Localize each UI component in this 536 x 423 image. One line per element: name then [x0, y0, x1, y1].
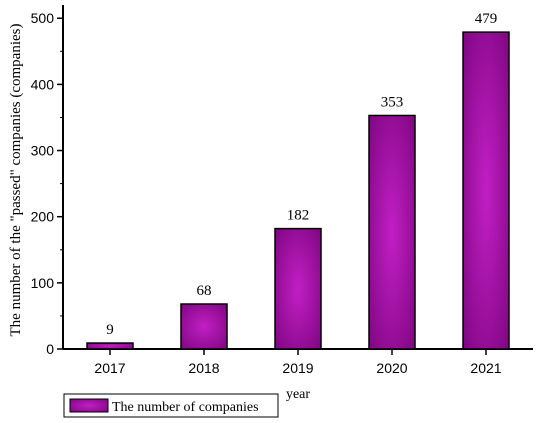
bar-2021 [462, 31, 510, 350]
bars-group [86, 31, 510, 350]
x-tick-label: 2021 [470, 360, 501, 376]
data-label-2018: 68 [197, 283, 212, 299]
y-tick-label: 300 [31, 143, 55, 159]
y-axis-ticks: 0 100 200 300 400 500 [31, 10, 63, 357]
y-tick-label: 0 [46, 341, 54, 357]
bar-2020 [368, 114, 416, 350]
y-axis-label: The number of the "passed" companies (co… [8, 24, 24, 337]
legend-label: The number of companies [112, 400, 259, 415]
data-label-2017: 9 [106, 322, 114, 338]
x-tick-label: 2020 [376, 360, 407, 376]
legend-swatch [69, 398, 109, 413]
x-axis-ticks: 2017 2018 2019 2020 2021 [94, 349, 502, 376]
legend-box [63, 393, 279, 418]
y-tick-label: 200 [31, 209, 55, 225]
x-tick-label: 2018 [188, 360, 219, 376]
legend: The number of companies [63, 393, 279, 418]
data-label-2020: 353 [381, 94, 404, 110]
x-axis-label: year [286, 387, 310, 402]
y-tick-label: 500 [31, 10, 55, 26]
x-tick-label: 2019 [282, 360, 313, 376]
data-label-2019: 182 [287, 208, 310, 224]
bar-2019 [274, 227, 322, 350]
x-tick-label: 2017 [94, 360, 125, 376]
data-labels-group: 9 68 182 353 479 [106, 11, 497, 338]
y-tick-label: 400 [31, 76, 55, 92]
data-label-2021: 479 [475, 11, 498, 27]
bar-2018 [180, 303, 228, 350]
bar-2017 [86, 342, 134, 350]
y-tick-label: 100 [31, 275, 55, 291]
